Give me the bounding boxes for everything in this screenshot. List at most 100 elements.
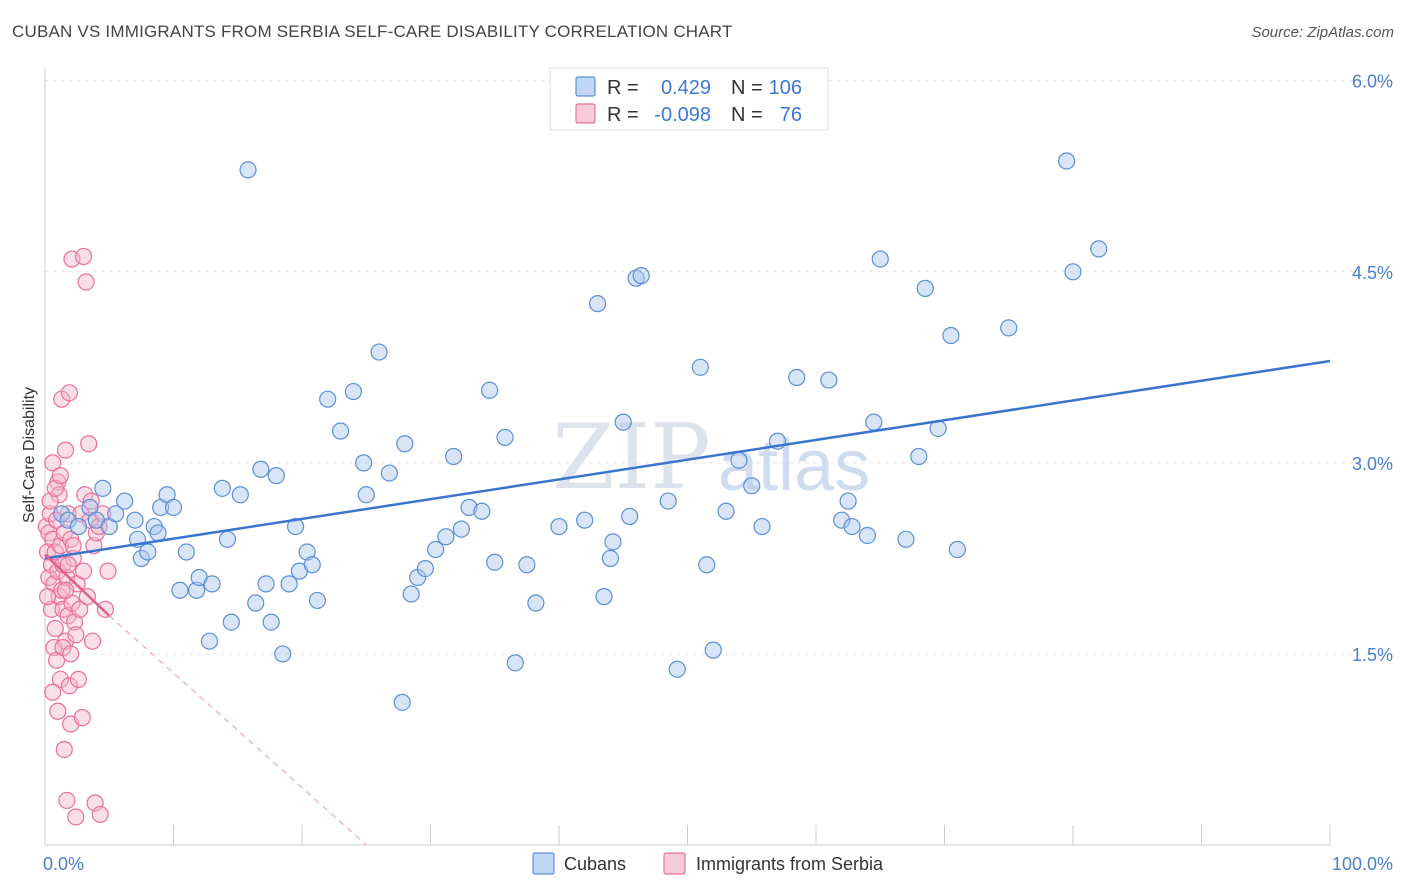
data-point — [632, 267, 650, 285]
data-point — [46, 619, 64, 638]
data-point — [668, 660, 686, 678]
data-point — [308, 591, 327, 610]
data-point — [262, 613, 280, 631]
legend-n-label-2: N = — [731, 104, 763, 126]
data-point — [1064, 263, 1082, 281]
bottom-legend-swatch-cubans — [532, 852, 555, 875]
data-point — [257, 575, 275, 593]
data-point — [231, 486, 249, 504]
data-point — [393, 693, 411, 711]
data-point — [59, 556, 77, 574]
data-point — [280, 575, 298, 593]
data-point — [65, 613, 84, 631]
data-point — [601, 549, 620, 568]
data-point — [1090, 240, 1108, 258]
trend-line-serbia — [44, 553, 111, 617]
data-point — [164, 498, 183, 517]
y-tick-labels: 1.5% 3.0% 4.5% 6.0% — [1352, 72, 1393, 665]
data-point — [948, 540, 966, 559]
data-point — [252, 460, 270, 478]
data-point — [704, 641, 722, 659]
data-point — [82, 492, 100, 510]
data-point — [74, 562, 93, 580]
data-point — [62, 645, 80, 663]
data-point — [69, 670, 88, 689]
data-point — [833, 511, 851, 529]
bottom-legend-label-cubans: Cubans — [564, 854, 626, 874]
data-point — [286, 517, 305, 536]
data-point — [51, 670, 70, 689]
legend: R = 0.429 N = 106 R = -0.098 N = 76 — [549, 67, 829, 131]
data-point — [203, 575, 221, 593]
data-point — [843, 517, 861, 536]
data-point — [222, 613, 240, 631]
data-point — [274, 645, 292, 663]
data-point — [267, 467, 285, 485]
data-point — [55, 740, 73, 759]
data-point — [698, 556, 716, 574]
data-point — [53, 581, 71, 599]
data-point — [171, 581, 189, 599]
data-point — [76, 486, 94, 504]
data-point — [820, 371, 838, 389]
data-point — [213, 479, 231, 497]
data-point — [717, 502, 735, 520]
y-tick-label: 1.5% — [1352, 645, 1393, 665]
legend-swatch-cubans — [575, 76, 596, 97]
data-point — [355, 454, 373, 472]
cubans-points — [53, 152, 1108, 711]
bottom-legend: Cubans Immigrants from Serbia — [532, 852, 884, 875]
x-tick-label-max: 100.0% — [1332, 854, 1393, 874]
data-point — [60, 384, 79, 402]
data-point — [51, 467, 70, 485]
data-point — [132, 549, 150, 568]
data-point — [916, 279, 934, 297]
data-point — [77, 273, 95, 291]
data-point — [1000, 319, 1018, 337]
legend-swatch-serbia — [575, 103, 596, 124]
data-point — [659, 492, 677, 510]
x-tick-label-min: 0.0% — [43, 854, 84, 874]
watermark: ZIP atlas — [552, 405, 870, 510]
data-point — [126, 511, 144, 529]
data-point — [576, 511, 594, 529]
data-point — [239, 161, 257, 179]
data-point — [60, 677, 79, 695]
data-point — [460, 498, 478, 517]
data-point — [177, 543, 195, 561]
data-point — [149, 524, 167, 542]
x-tick-labels: 0.0% 100.0% — [43, 854, 1393, 874]
data-point — [46, 479, 64, 497]
data-point — [1057, 152, 1076, 170]
data-point — [481, 381, 499, 399]
trend-line-serbia-extended — [108, 615, 367, 846]
legend-n-value-2: 76 — [780, 104, 802, 126]
trend-lines — [44, 359, 1331, 846]
data-point — [319, 390, 337, 408]
data-point — [527, 594, 545, 612]
data-point — [56, 441, 75, 459]
data-point — [58, 791, 76, 810]
legend-r-value-2: -0.098 — [654, 104, 711, 126]
data-point — [506, 654, 524, 672]
data-point — [80, 435, 98, 453]
data-point — [396, 435, 414, 453]
data-point — [858, 526, 877, 545]
legend-r-label-1: R = — [607, 77, 639, 99]
y-tick-label: 3.0% — [1352, 454, 1393, 474]
data-point — [298, 543, 316, 561]
chart-title: CUBAN VS IMMIGRANTS FROM SERBIA SELF-CAR… — [12, 22, 733, 41]
data-point — [621, 507, 639, 525]
data-point — [96, 600, 114, 618]
y-axis-title: Self-Care Disability — [21, 387, 38, 523]
data-point — [604, 533, 622, 551]
data-point — [496, 428, 514, 446]
legend-n-label-1: N = — [731, 77, 763, 99]
data-point — [99, 562, 117, 580]
data-point — [344, 382, 362, 401]
data-point — [59, 511, 77, 529]
data-point — [743, 477, 761, 495]
data-point — [41, 492, 59, 510]
legend-r-label-2: R = — [607, 104, 639, 126]
